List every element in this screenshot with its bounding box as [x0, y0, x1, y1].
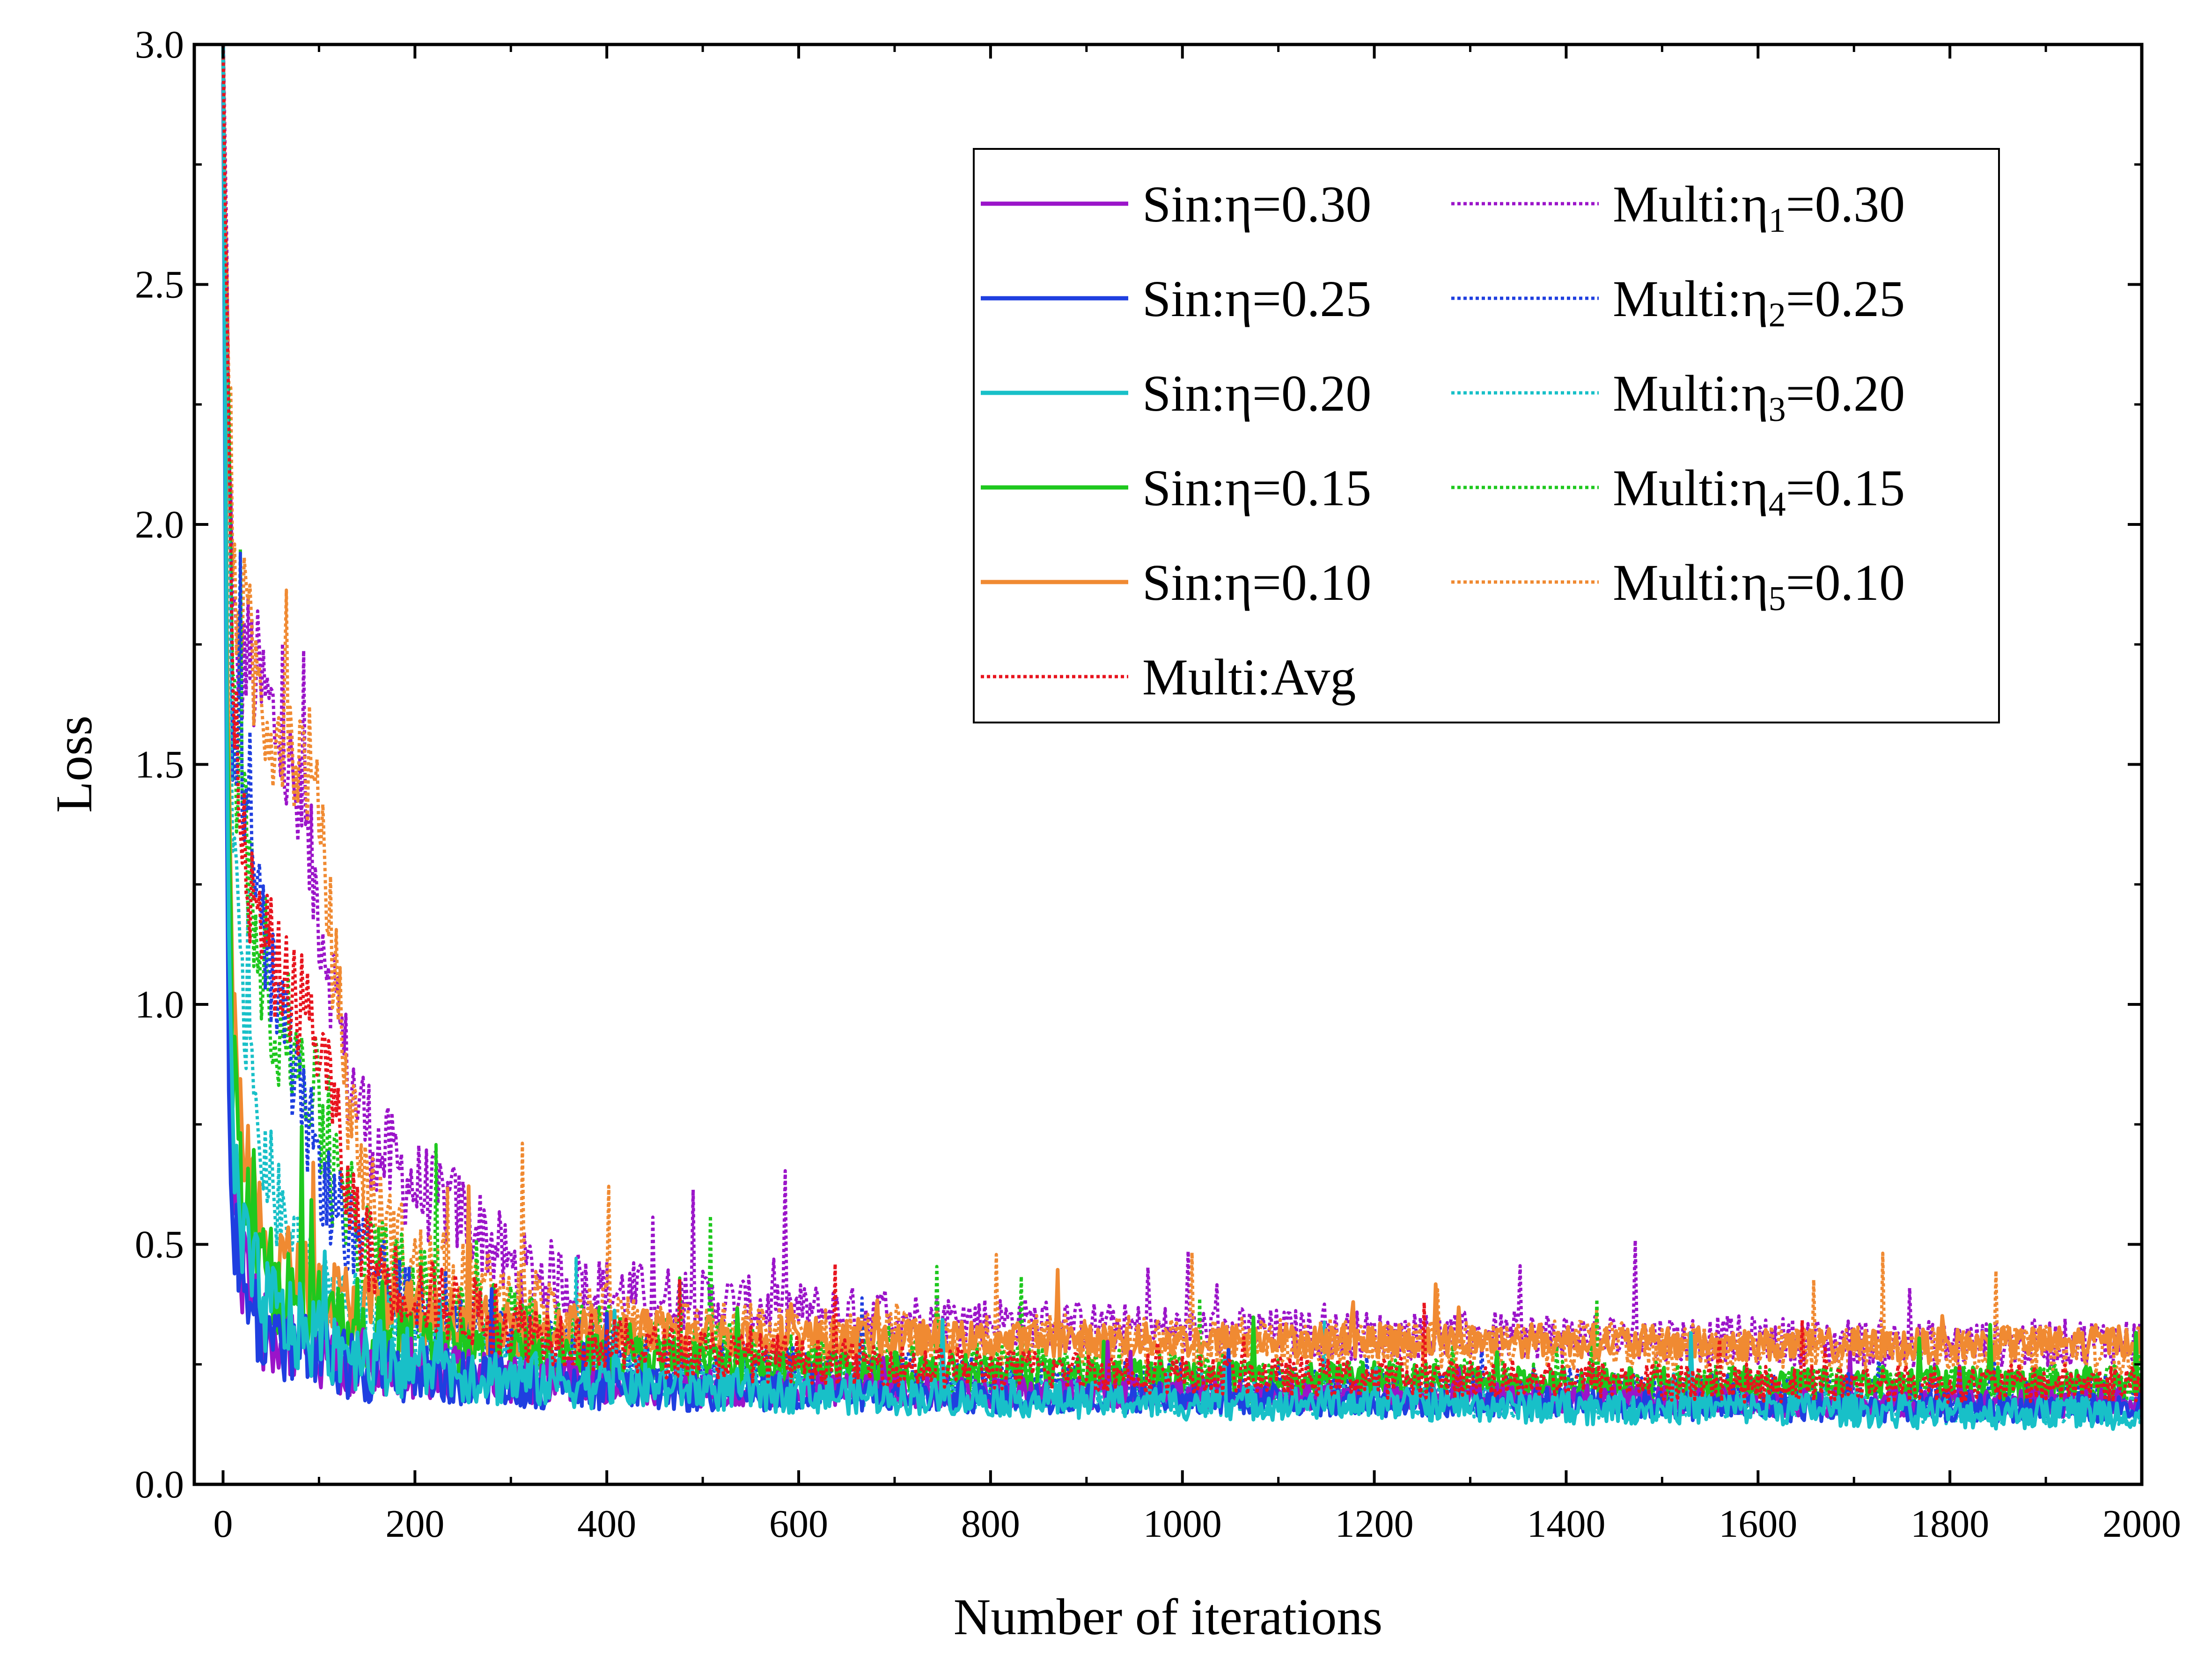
legend-label: Multi:η1=0.30	[1613, 176, 1905, 240]
y-tick-label: 2.5	[135, 263, 184, 307]
legend-label: Multi:η2=0.25	[1613, 270, 1905, 334]
x-tick-label: 0	[213, 1502, 233, 1546]
legend-label: Multi:Avg	[1142, 649, 1356, 706]
legend-label: Sin:η=0.25	[1142, 270, 1371, 327]
series-line-2	[221, 44, 2142, 1431]
legend-label: Multi:η3=0.20	[1613, 365, 1905, 429]
x-axis-title: Number of iterations	[954, 1588, 1382, 1645]
x-tick-label: 1600	[1719, 1502, 1797, 1546]
legend-label: Sin:η=0.15	[1142, 459, 1371, 516]
series-line-4	[221, 44, 2142, 1364]
y-axis-title: Loss	[45, 715, 103, 813]
legend-label: Sin:η=0.20	[1142, 365, 1371, 422]
y-tick-label: 1.0	[135, 983, 184, 1026]
y-tick-label: 1.5	[135, 743, 184, 787]
axes-ticks: 0 200 400 600 800 1000 1200 1400 1600 1800 2000 0.0…	[135, 23, 2181, 1546]
y-tick-label: 3.0	[135, 23, 184, 66]
x-tick-label: 1200	[1335, 1502, 1414, 1546]
legend-label: Multi:η4=0.15	[1613, 459, 1905, 524]
x-tick-label: 2000	[2102, 1502, 2181, 1546]
legend-label: Multi:η5=0.10	[1613, 554, 1905, 618]
legend-box	[973, 148, 2000, 723]
y-tick-label: 2.0	[135, 503, 184, 546]
legend: Sin:η=0.30 Multi:η1=0.30 Sin:η=0.25 Multi:η…	[973, 148, 2000, 723]
series-line-10	[221, 44, 2142, 1405]
y-tick-label: 0.5	[135, 1223, 184, 1267]
legend-label: Sin:η=0.30	[1142, 176, 1371, 233]
y-tick-label: 0.0	[135, 1463, 184, 1506]
x-tick-label: 600	[769, 1502, 828, 1546]
x-tick-label: 400	[577, 1502, 636, 1546]
legend-label: Sin:η=0.10	[1142, 554, 1371, 611]
x-tick-label: 1800	[1911, 1502, 1989, 1546]
series-layer	[221, 44, 2142, 1431]
x-tick-label: 1000	[1143, 1502, 1222, 1546]
x-tick-label: 800	[961, 1502, 1020, 1546]
x-tick-label: 200	[385, 1502, 444, 1546]
series-line-9	[221, 44, 2142, 1376]
x-tick-label: 1400	[1527, 1502, 1605, 1546]
